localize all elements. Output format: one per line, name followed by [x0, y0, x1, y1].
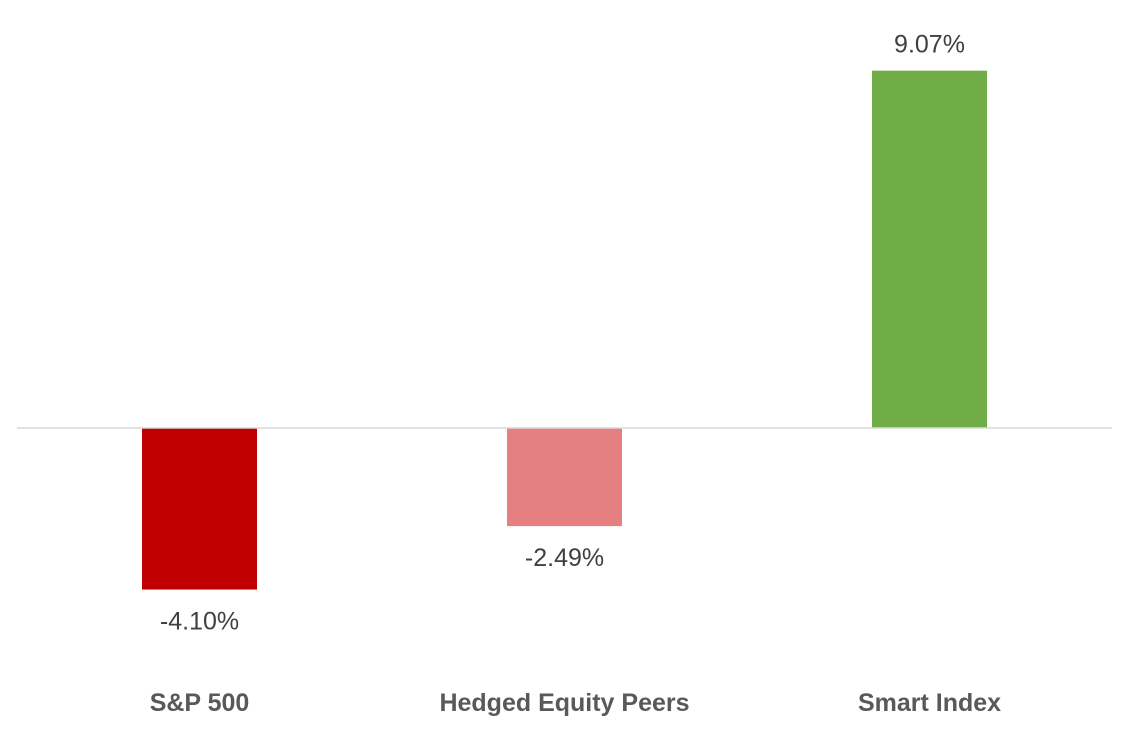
bar-1 — [142, 428, 257, 590]
category-label-1: S&P 500 — [150, 689, 250, 717]
value-label-3: 9.07% — [894, 31, 965, 59]
category-label-2: Hedged Equity Peers — [439, 689, 689, 717]
bars-group — [142, 70, 987, 590]
category-label-3: Smart Index — [858, 689, 1001, 717]
value-label-2: -2.49% — [525, 544, 604, 572]
category-labels-group: S&P 500 Hedged Equity Peers Smart Index — [150, 689, 1001, 717]
value-labels-group: -4.10% -2.49% 9.07% — [160, 31, 965, 636]
bar-2 — [507, 428, 622, 527]
bar-3 — [872, 70, 987, 428]
value-label-1: -4.10% — [160, 608, 239, 636]
